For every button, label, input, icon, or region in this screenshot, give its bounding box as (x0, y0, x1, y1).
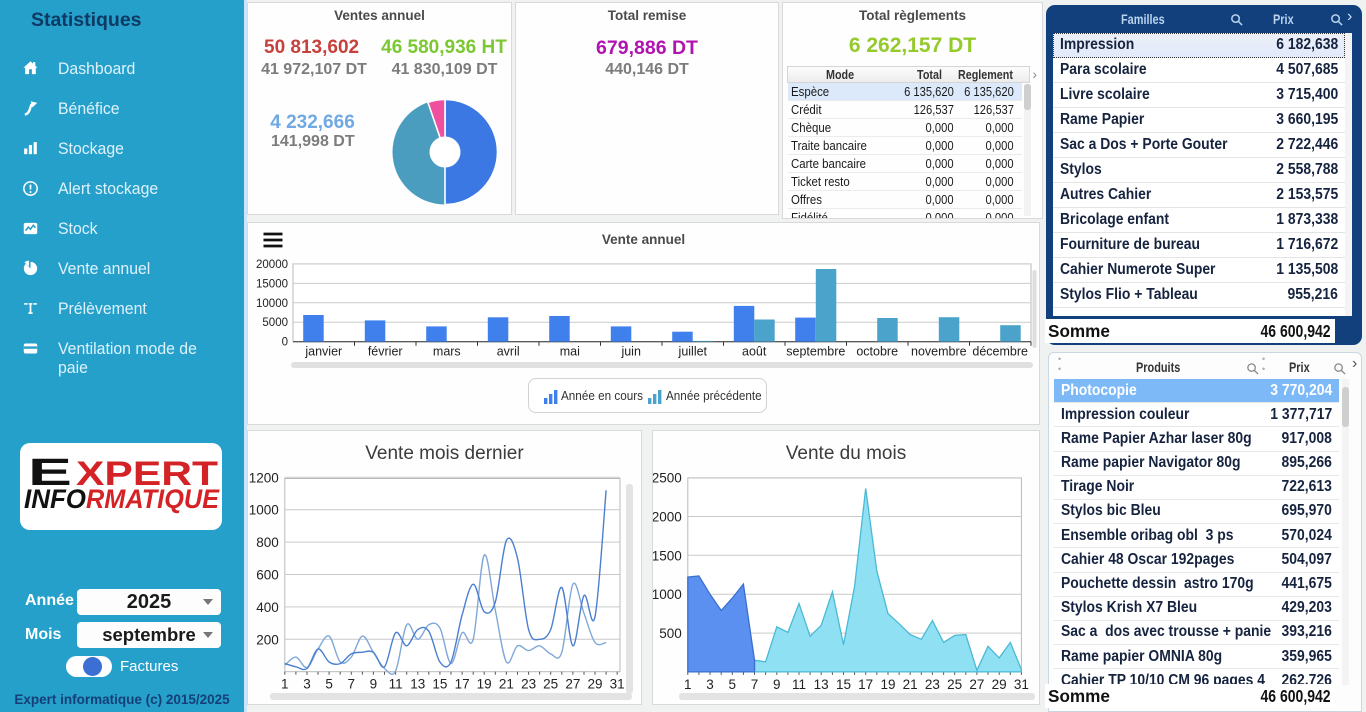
svg-text:31: 31 (610, 677, 625, 692)
svg-text:3: 3 (303, 677, 311, 692)
svg-text:1200: 1200 (249, 470, 279, 485)
svg-text:11: 11 (389, 677, 403, 692)
svg-text:15: 15 (432, 677, 447, 692)
svg-text:XPERT: XPERT (76, 455, 218, 493)
svg-text:2000: 2000 (653, 510, 682, 525)
svg-text:25: 25 (543, 677, 558, 692)
svg-text:5000: 5000 (262, 317, 288, 329)
svg-text:21: 21 (499, 677, 514, 692)
svg-text:RMATIQUE: RMATIQUE (86, 484, 220, 514)
svg-text:13: 13 (814, 677, 829, 692)
svg-text:27: 27 (969, 677, 984, 692)
svg-text:11: 11 (792, 677, 806, 692)
svg-text:1: 1 (281, 677, 289, 692)
svg-text:500: 500 (659, 626, 682, 641)
svg-text:15000: 15000 (256, 278, 288, 290)
svg-text:23: 23 (925, 677, 940, 692)
svg-text:3: 3 (706, 677, 714, 692)
svg-text:10000: 10000 (256, 298, 288, 310)
svg-text:600: 600 (256, 568, 279, 583)
svg-text:août: août (742, 345, 767, 359)
svg-text:9: 9 (370, 677, 378, 692)
svg-text:janvier: janvier (304, 345, 342, 359)
svg-text:mai: mai (560, 345, 580, 359)
svg-text:E: E (28, 452, 72, 494)
svg-text:29: 29 (587, 677, 602, 692)
svg-text:5: 5 (325, 677, 333, 692)
svg-text:octobre: octobre (856, 345, 898, 359)
svg-text:17: 17 (858, 677, 873, 692)
svg-text:1: 1 (684, 677, 692, 692)
svg-text:200: 200 (256, 632, 279, 647)
svg-text:13: 13 (410, 677, 425, 692)
svg-text:septembre: septembre (786, 345, 845, 359)
svg-text:novembre: novembre (911, 345, 967, 359)
svg-text:1000: 1000 (249, 503, 279, 518)
svg-text:17: 17 (455, 677, 470, 692)
svg-text:800: 800 (256, 535, 279, 550)
svg-text:0: 0 (282, 337, 288, 349)
svg-text:7: 7 (348, 677, 356, 692)
svg-text:juin: juin (620, 345, 641, 359)
svg-text:mars: mars (433, 345, 461, 359)
svg-text:29: 29 (992, 677, 1007, 692)
svg-text:1000: 1000 (653, 587, 682, 602)
svg-text:juillet: juillet (678, 345, 708, 359)
svg-text:5: 5 (729, 677, 737, 692)
svg-text:20000: 20000 (256, 259, 288, 271)
svg-text:décembre: décembre (972, 345, 1028, 359)
svg-text:400: 400 (256, 600, 279, 615)
svg-text:avril: avril (497, 345, 520, 359)
svg-text:2500: 2500 (653, 471, 682, 486)
svg-text:21: 21 (903, 677, 918, 692)
svg-text:19: 19 (880, 677, 895, 692)
svg-text:9: 9 (773, 677, 781, 692)
svg-text:31: 31 (1014, 677, 1029, 692)
svg-text:27: 27 (565, 677, 580, 692)
svg-text:23: 23 (521, 677, 536, 692)
svg-text:25: 25 (947, 677, 962, 692)
svg-text:15: 15 (836, 677, 851, 692)
svg-text:1500: 1500 (653, 548, 682, 563)
svg-text:19: 19 (477, 677, 492, 692)
svg-text:7: 7 (751, 677, 759, 692)
svg-text:INFO: INFO (24, 484, 86, 514)
svg-text:février: février (368, 345, 403, 359)
